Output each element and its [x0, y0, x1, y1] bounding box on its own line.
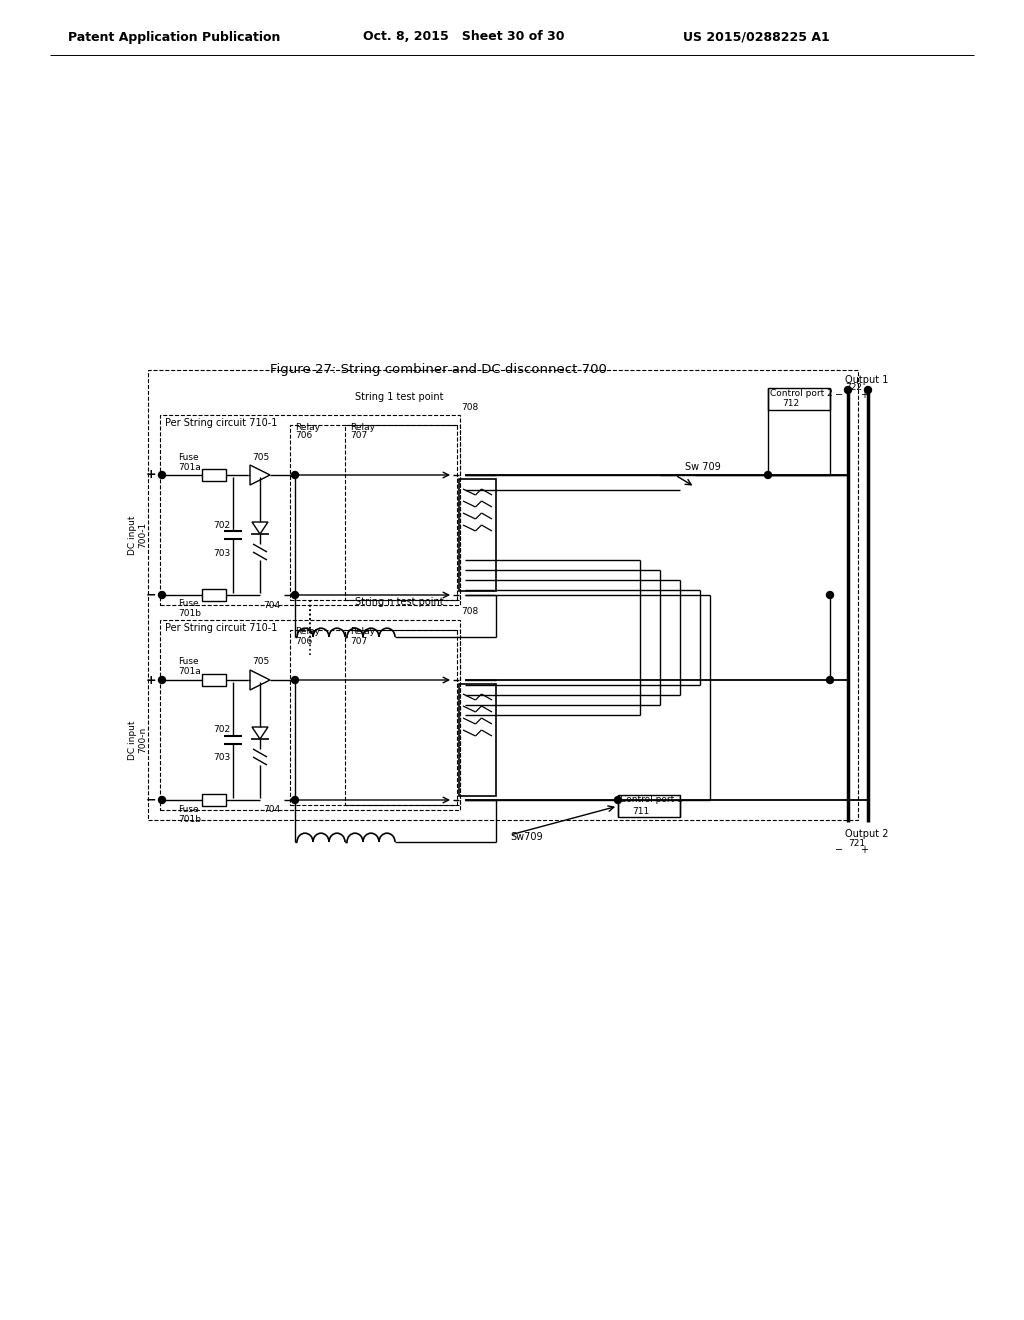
- Text: 705: 705: [252, 453, 269, 462]
- Text: −: −: [835, 845, 843, 855]
- Bar: [345, 425, 457, 601]
- Text: Per String circuit 710-1: Per String circuit 710-1: [165, 418, 278, 428]
- Bar: [459, 479, 496, 591]
- Text: 712: 712: [782, 400, 799, 408]
- Text: 708: 708: [461, 403, 478, 412]
- Text: Oct. 8, 2015   Sheet 30 of 30: Oct. 8, 2015 Sheet 30 of 30: [362, 30, 564, 44]
- Bar: [160, 414, 460, 605]
- Text: 708: 708: [461, 607, 478, 616]
- Text: 705: 705: [252, 657, 269, 667]
- Text: +: +: [860, 845, 868, 855]
- Text: DC input
700-1: DC input 700-1: [128, 515, 147, 554]
- Text: Sw709: Sw709: [510, 832, 543, 842]
- Text: Fuse: Fuse: [178, 453, 199, 462]
- Text: 703: 703: [213, 549, 230, 557]
- Text: +: +: [146, 673, 157, 686]
- Text: Relay: Relay: [350, 627, 375, 636]
- Text: −: −: [146, 589, 157, 602]
- Text: Control port 2: Control port 2: [770, 388, 833, 397]
- Circle shape: [292, 796, 299, 804]
- Circle shape: [292, 591, 299, 598]
- Text: US 2015/0288225 A1: US 2015/0288225 A1: [683, 30, 829, 44]
- Text: 704: 704: [263, 601, 281, 610]
- Bar: [459, 684, 496, 796]
- Circle shape: [159, 471, 166, 479]
- Text: Relay: Relay: [295, 627, 319, 636]
- Text: 706: 706: [295, 636, 312, 645]
- Text: Sw 709: Sw 709: [685, 462, 721, 473]
- Circle shape: [845, 387, 852, 393]
- Circle shape: [159, 796, 166, 804]
- Text: 702: 702: [213, 520, 230, 529]
- Text: 711: 711: [632, 807, 649, 816]
- Text: Relay: Relay: [295, 422, 319, 432]
- Circle shape: [765, 471, 771, 479]
- Text: Per String circuit 710-1: Per String circuit 710-1: [165, 623, 278, 634]
- Text: 706: 706: [295, 432, 312, 441]
- Circle shape: [159, 591, 166, 598]
- Bar: [290, 630, 460, 805]
- Text: 721: 721: [848, 840, 865, 849]
- Text: 707: 707: [350, 636, 368, 645]
- Text: Figure 27: String combiner and DC disconnect 700: Figure 27: String combiner and DC discon…: [270, 363, 607, 376]
- Text: 722: 722: [845, 384, 862, 392]
- Bar: [202, 469, 226, 480]
- Text: Fuse: Fuse: [178, 804, 199, 813]
- Bar: [768, 388, 830, 411]
- Text: Output 1: Output 1: [845, 375, 889, 385]
- Text: −: −: [835, 389, 843, 400]
- Bar: [148, 370, 858, 820]
- Circle shape: [826, 591, 834, 598]
- Text: Relay: Relay: [350, 422, 375, 432]
- Text: +: +: [860, 389, 868, 400]
- Bar: [618, 795, 680, 817]
- Text: String 1 test point: String 1 test point: [355, 392, 443, 403]
- Circle shape: [826, 676, 834, 684]
- Text: −: −: [146, 793, 157, 807]
- Circle shape: [614, 796, 622, 804]
- Text: 703: 703: [213, 754, 230, 763]
- Text: Control port 1: Control port 1: [620, 796, 683, 804]
- Bar: [160, 620, 460, 810]
- Bar: [290, 425, 460, 601]
- Text: 704: 704: [263, 805, 281, 814]
- Text: 701a: 701a: [178, 668, 201, 676]
- Bar: [345, 630, 457, 805]
- Text: +: +: [146, 469, 157, 482]
- Text: String n test point: String n test point: [355, 597, 443, 607]
- Text: Fuse: Fuse: [178, 599, 199, 609]
- Text: 701b: 701b: [178, 814, 201, 824]
- Text: Output 2: Output 2: [845, 829, 889, 840]
- Circle shape: [292, 676, 299, 684]
- Circle shape: [864, 387, 871, 393]
- Text: Fuse: Fuse: [178, 657, 199, 667]
- Text: 707: 707: [350, 432, 368, 441]
- Text: 701a: 701a: [178, 462, 201, 471]
- Text: DC input
700-n: DC input 700-n: [128, 721, 147, 760]
- Text: Patent Application Publication: Patent Application Publication: [68, 30, 281, 44]
- Circle shape: [159, 676, 166, 684]
- Circle shape: [292, 471, 299, 479]
- Text: 702: 702: [213, 726, 230, 734]
- Bar: [202, 795, 226, 807]
- Text: 701b: 701b: [178, 610, 201, 619]
- Bar: [202, 675, 226, 686]
- Bar: [202, 589, 226, 601]
